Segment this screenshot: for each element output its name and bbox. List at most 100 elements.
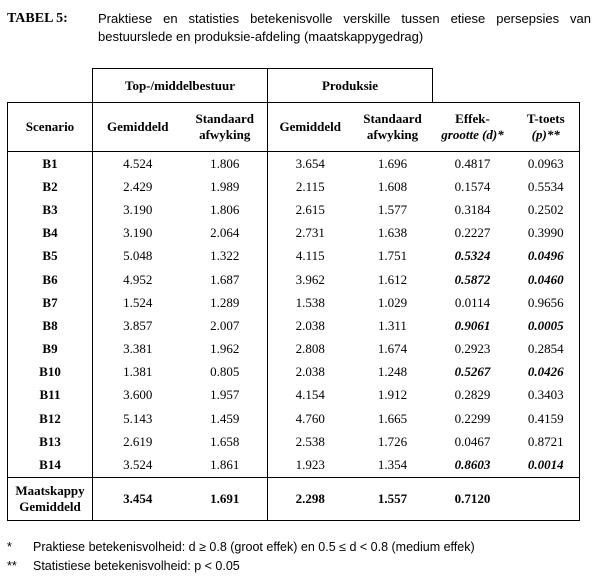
sd-production-cell: 1.665 — [377, 410, 408, 426]
footer-row: Maatskappy Gemiddeld 3.454 1.691 2.298 1.557 0… — [7, 477, 581, 521]
table-notes: * Praktiese betekenisvolheid: d ≥ 0.8 (g… — [7, 538, 591, 576]
col-header-ttest: T-toets (p)** — [512, 102, 581, 152]
sd-production-cell: 1.612 — [377, 271, 408, 287]
scenario-cell: B6 — [7, 267, 93, 292]
ttest-cell: 0.5534 — [512, 175, 581, 199]
note-symbol: * — [7, 540, 12, 554]
scenario-cell: B9 — [7, 337, 93, 361]
effect-size-cell: 0.2829 — [454, 387, 491, 403]
effect-size-cell: 0.1574 — [454, 178, 491, 194]
mean-management-cell: 3.381 — [123, 341, 153, 357]
table-row: B2 2.429 1.989 2.115 1.608 0.1574 0.5534 — [7, 175, 581, 199]
scenario-cell: B8 — [7, 314, 93, 338]
mean-management-cell: 2.619 — [123, 433, 153, 449]
mean-production-cell: 2.731 — [267, 221, 353, 245]
note-symbol: ** — [7, 559, 17, 573]
note-text: Praktiese betekenisvolheid: d ≥ 0.8 (gro… — [33, 540, 475, 554]
ttest-cell: 0.3990 — [512, 221, 581, 245]
mean-management-cell: 4.952 — [123, 271, 153, 287]
table-row: B5 5.048 1.322 4.115 1.751 0.5324 0.0496 — [7, 244, 581, 268]
effect-size-cell: 0.0467 — [454, 433, 491, 449]
mean-production-cell: 4.760 — [267, 407, 353, 431]
mean-production-cell: 2.038 — [267, 314, 353, 338]
footer-sd-management: 1.691 — [182, 477, 268, 521]
effect-size-cell: 0.3184 — [454, 201, 491, 217]
sd-management-cell: 1.989 — [210, 178, 240, 194]
footer-mean-management: 3.454 — [92, 477, 183, 521]
sd-management-cell: 1.806 — [210, 201, 240, 217]
effect-size-cell: 0.2227 — [454, 225, 491, 241]
footer-effect-size: 0.7120 — [432, 477, 513, 521]
mean-production-cell: 4.115 — [267, 244, 353, 268]
effect-label-1: Effek- — [455, 111, 490, 126]
scenario-cell: B5 — [7, 244, 93, 268]
mean-management-cell: 3.600 — [123, 387, 153, 403]
ttest-cell: 0.0005 — [512, 314, 581, 338]
scenario-cell: B7 — [7, 291, 93, 315]
sd-production-cell: 1.354 — [352, 453, 433, 478]
sd-management-cell: 1.459 — [210, 410, 240, 426]
ttest-cell: 0.2502 — [512, 198, 581, 222]
sd-production-cell: 1.638 — [377, 225, 408, 241]
mean-production-cell: 2.115 — [267, 175, 353, 199]
mean-production-cell: 3.962 — [267, 267, 353, 292]
sd-management-cell: 1.289 — [210, 294, 240, 310]
ttest-cell: 0.3403 — [512, 383, 581, 408]
note-row: ** Statistiese betekenisvolheid: p < 0.0… — [7, 557, 591, 576]
mean-management-cell: 5.048 — [123, 248, 153, 264]
sd-management-cell: 1.962 — [210, 341, 240, 357]
caption-text: Praktiese en statisties betekenisvolle v… — [98, 10, 591, 46]
sd2-label-2: afwyking — [366, 127, 419, 142]
ttest-cell: 0.2854 — [512, 337, 581, 361]
effect-size-cell: 0.0114 — [454, 294, 491, 310]
sd-production-cell: 1.248 — [377, 364, 408, 380]
table-row: B3 3.190 1.806 2.615 1.577 0.3184 0.2502 — [7, 198, 581, 222]
sd-management-cell: 1.806 — [210, 155, 240, 171]
sd-label-2: afwyking — [199, 127, 251, 142]
ttest-label-2: (p)** — [531, 127, 560, 142]
sd-management-cell: 1.322 — [210, 248, 240, 264]
ttest-cell: 0.4159 — [512, 407, 581, 431]
ttest-cell: 0.0460 — [512, 267, 581, 292]
effect-size-cell: 0.4817 — [454, 155, 491, 171]
sd-production-cell: 1.726 — [377, 433, 408, 449]
sd-management-cell: 2.007 — [210, 317, 240, 333]
ttest-cell: 0.0426 — [512, 360, 581, 384]
mean-production-cell: 2.038 — [267, 360, 353, 384]
mean-management-cell: 5.143 — [123, 410, 153, 426]
footer-label-line-2: Gemiddeld — [19, 498, 81, 514]
mean-management-cell: 3.190 — [123, 225, 153, 241]
sd-production-cell: 1.608 — [377, 178, 408, 194]
sd-production-cell: 1.696 — [377, 155, 408, 171]
sd-management-cell: 1.957 — [210, 387, 240, 403]
effect-size-cell: 0.5324 — [454, 248, 491, 264]
effect-size-cell: 0.5872 — [454, 271, 491, 287]
effect-size-cell: 0.2923 — [454, 341, 491, 357]
sd-management-cell: 1.658 — [210, 433, 240, 449]
ttest-cell: 0.0963 — [512, 151, 581, 176]
mean-management-cell: 1.524 — [123, 294, 153, 310]
table-row: B4 3.190 2.064 2.731 1.638 0.2227 0.3990 — [7, 221, 581, 245]
table-row: B9 3.381 1.962 2.808 1.674 0.2923 0.2854 — [7, 337, 581, 361]
mean-management-cell: 1.381 — [123, 364, 153, 380]
footer-label-cell: Maatskappy Gemiddeld — [7, 477, 93, 521]
scenario-cell: B1 — [7, 151, 93, 176]
scenario-cell: B12 — [7, 407, 93, 431]
scenario-cell: B13 — [7, 430, 93, 454]
col-header-sd-production: Standaard afwyking — [352, 102, 433, 152]
ttest-label-1: T-toets — [526, 111, 565, 126]
mean-management-cell: 3.190 — [123, 201, 153, 217]
col-header-mean-production: Gemiddeld — [267, 102, 353, 152]
scenario-cell: B4 — [7, 221, 93, 245]
effect-label-2: grootte (d)* — [441, 127, 504, 142]
column-header-row: Scenario Gemiddeld Standaard afwyking Ge… — [7, 102, 581, 152]
effect-size-cell: 0.2299 — [454, 410, 491, 426]
sd-production-cell: 1.751 — [377, 248, 408, 264]
mean-management-cell: 3.857 — [123, 317, 153, 333]
footer-label-line-1: Maatskappy — [15, 482, 85, 498]
table-row: B14 3.524 1.861 1.923 1.354 0.8603 0.0014 — [7, 453, 581, 478]
table-row: B10 1.381 0.805 2.038 1.248 0.5267 0.0426 — [7, 360, 581, 384]
sd-label-1: Standaard — [195, 111, 255, 126]
ttest-cell: 0.0014 — [512, 453, 581, 478]
effect-size-cell: 0.9061 — [454, 317, 491, 333]
